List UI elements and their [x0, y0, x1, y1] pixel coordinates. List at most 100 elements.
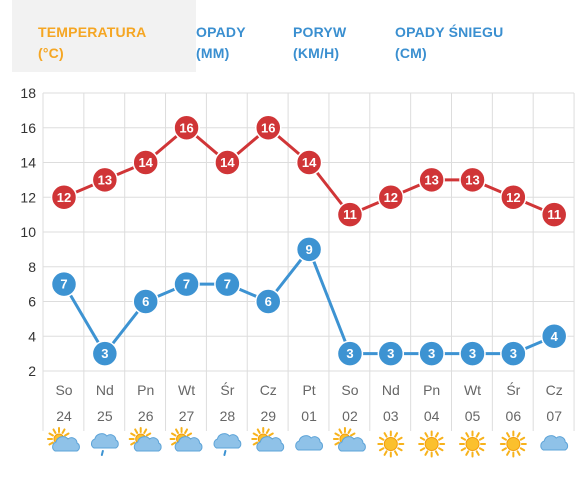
x-date-label: 06: [506, 408, 522, 424]
x-day-label: Cz: [546, 382, 563, 398]
cloud-shape: [90, 433, 119, 449]
x-date-label: 25: [97, 408, 113, 424]
sun-ray: [252, 441, 259, 446]
x-date-label: 01: [301, 408, 317, 424]
data-label: 7: [224, 277, 231, 292]
sun-ray: [52, 428, 57, 434]
sun-cloud-icon: [251, 427, 285, 452]
sun-disc: [506, 437, 521, 451]
tab-opady[interactable]: OPADY (MM): [196, 0, 292, 72]
x-day-label: So: [341, 382, 358, 398]
tab-temperatura-title: TEMPERATURA: [38, 24, 147, 40]
sun-ray: [478, 436, 485, 441]
sun-ray: [394, 450, 399, 456]
cloud-shape: [174, 436, 203, 452]
sun-ray: [419, 436, 426, 441]
tab-opady-sniegu[interactable]: OPADY ŚNIEGU (CM): [395, 0, 545, 72]
sun-ray: [465, 432, 470, 438]
sun-ray: [175, 428, 180, 434]
y-tick-label: 14: [20, 155, 36, 171]
sun-ray: [268, 432, 274, 437]
data-point: [500, 340, 527, 367]
x-date-label: 29: [260, 408, 276, 424]
sun-ray: [134, 428, 139, 434]
rain-drop: [100, 450, 104, 456]
tab-opady-title: OPADY: [196, 24, 246, 40]
sun-ray: [465, 450, 470, 456]
sun-ray: [48, 432, 54, 437]
sun-ray: [347, 428, 352, 434]
data-point: [132, 288, 159, 315]
data-point: [50, 270, 78, 298]
sun-ray: [350, 432, 356, 437]
data-point: [377, 340, 405, 367]
x-day-label: Śr: [506, 381, 520, 398]
sun-ray: [378, 436, 385, 441]
sun-disc: [465, 437, 480, 451]
sun-ray: [519, 447, 526, 452]
sun-ray: [460, 436, 467, 441]
data-label: 7: [183, 277, 190, 292]
cloud-shape: [213, 433, 242, 449]
sun-disc: [383, 437, 398, 451]
sun-cloud-icon: [47, 427, 80, 452]
data-label: 3: [346, 346, 353, 361]
x-date-label: 05: [465, 408, 481, 424]
data-label: 6: [142, 294, 149, 309]
x-date-label: 04: [424, 408, 440, 424]
sun-ray: [383, 432, 388, 438]
tab-opady-unit: (MM): [196, 45, 230, 61]
sun-ray: [438, 447, 444, 452]
data-point: [540, 323, 568, 350]
x-day-label: Pn: [423, 382, 440, 398]
data-point: [91, 166, 119, 194]
data-label: 3: [469, 346, 476, 361]
sun-ray: [61, 428, 66, 434]
rain-cloud-icon: [213, 433, 242, 456]
data-point: [214, 149, 241, 176]
data-point: [50, 184, 78, 211]
sun-ray: [516, 432, 521, 438]
tab-poryw[interactable]: PORYW (KM/H): [293, 0, 393, 72]
sun-ray: [256, 428, 261, 434]
data-label: 3: [428, 346, 435, 361]
y-tick-label: 16: [20, 120, 36, 136]
data-point: [336, 340, 364, 367]
cloud-shape: [256, 436, 285, 452]
sun-cloud-icon: [332, 427, 366, 452]
sun-ray: [501, 436, 507, 441]
data-point: [377, 184, 405, 211]
sun-cloud-icon: [128, 427, 162, 452]
data-label: 14: [302, 155, 317, 170]
sun-ray: [48, 441, 54, 446]
sun-ray: [334, 441, 340, 446]
tab-poryw-unit: (KM/H): [293, 45, 340, 61]
x-day-label: Wt: [464, 382, 481, 398]
sun-ray: [506, 450, 511, 456]
data-label: 9: [305, 242, 312, 257]
y-tick-label: 10: [20, 224, 36, 240]
sun-ray: [394, 432, 399, 438]
sun-ray: [397, 436, 403, 441]
data-point: [295, 236, 323, 263]
tab-temperatura[interactable]: TEMPERATURA (°C): [12, 0, 196, 72]
y-tick-label: 2: [28, 363, 36, 379]
cloud-shape: [295, 435, 324, 451]
data-label: 3: [510, 346, 517, 361]
sun-icon: [499, 430, 527, 458]
data-label: 3: [101, 346, 108, 361]
sun-ray: [64, 432, 70, 437]
data-point: [173, 114, 200, 141]
x-day-label: Cz: [260, 382, 277, 398]
x-date-label: 02: [342, 408, 358, 424]
sun-ray: [143, 428, 148, 434]
data-label: 12: [57, 190, 71, 205]
sun-cloud-icon: [169, 427, 203, 452]
data-label: 13: [424, 172, 438, 187]
sun-ray: [378, 447, 385, 452]
x-day-label: Śr: [220, 381, 234, 398]
data-point: [214, 270, 241, 298]
data-point: [295, 149, 323, 176]
data-point: [418, 166, 445, 194]
sun-ray: [130, 432, 136, 437]
